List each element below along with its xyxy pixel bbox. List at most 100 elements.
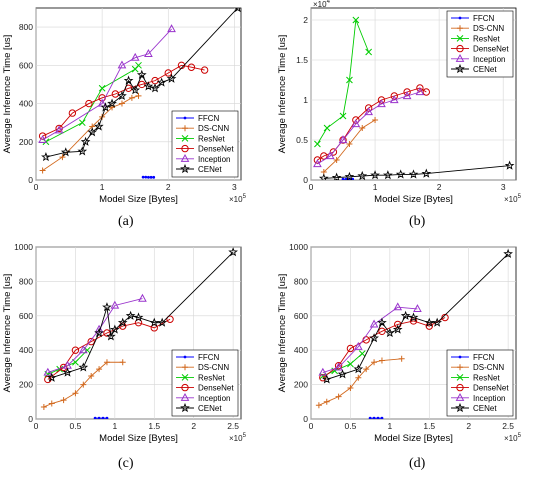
data-point-resnet	[347, 360, 354, 368]
y-tick-label: 1000	[289, 242, 308, 252]
y-tick-label: 400	[19, 345, 33, 355]
data-point-cenet	[166, 73, 177, 83]
data-point-resnet	[346, 76, 353, 84]
series-group-a	[38, 8, 241, 179]
x-tick-label: 0.5	[70, 421, 82, 431]
data-point-inception	[369, 319, 379, 328]
x-tick-label: 1	[387, 421, 392, 431]
legend-box	[446, 10, 514, 78]
data-point-inception	[338, 135, 348, 144]
y-multiplier-label: ×104	[313, 0, 331, 9]
data-point-densenet	[68, 109, 77, 117]
data-point-cenet	[318, 173, 329, 180]
data-point-cenet	[353, 364, 364, 374]
y-tick-label: 800	[294, 276, 308, 286]
legend-label-densenet: DenseNet	[473, 384, 509, 393]
data-point-densenet	[200, 66, 209, 74]
data-point-inception	[389, 95, 399, 104]
data-point-densenet	[422, 88, 431, 96]
data-point-cenet	[117, 90, 127, 101]
data-point-densenet	[390, 92, 398, 100]
x-tick-label: 1	[100, 182, 105, 192]
data-point-ds-cnn	[355, 374, 362, 381]
data-point-densenet	[87, 337, 95, 346]
legend-label-densenet: DenseNet	[198, 145, 234, 154]
data-point-densenet	[313, 156, 322, 164]
data-point-ds-cnn	[119, 359, 126, 366]
data-point-resnet	[323, 124, 331, 132]
data-point-inception	[393, 302, 403, 311]
chart-panel-a: 0 1 2 3 0 200 400 600 800 Model Size [Bytes] Avera…	[2, 7, 247, 205]
data-point-inception	[144, 49, 153, 57]
legend-marker-inception	[455, 392, 465, 401]
data-point-ffcn	[341, 177, 345, 180]
legend-label-ds-cnn: DS-CNN	[198, 363, 229, 372]
data-point-cenet	[331, 172, 342, 180]
legend-marker-inception	[180, 153, 190, 162]
legend-marker-inception	[180, 392, 190, 401]
legend-label-ffcn: FFCN	[473, 353, 495, 362]
y-tick-label: 400	[294, 345, 308, 355]
legend-box	[446, 349, 514, 417]
series-group-b	[313, 16, 515, 180]
data-point-cenet	[80, 136, 91, 146]
data-point-ffcn	[105, 416, 109, 419]
x-tick-label: 3	[501, 182, 506, 192]
data-point-ffcn	[149, 175, 153, 179]
y-axis-label: Average Inference Time [us]	[277, 35, 288, 154]
legend-marker-inception	[455, 53, 465, 62]
data-point-cenet	[504, 160, 515, 170]
data-point-cenet	[60, 147, 71, 157]
series-line-cenet	[323, 165, 510, 179]
data-point-ds-cnn	[40, 403, 47, 410]
data-point-ffcn	[141, 175, 145, 179]
x-tick-label: 2	[466, 421, 471, 431]
data-point-inception	[130, 52, 140, 61]
legend-label-inception: Inception	[198, 155, 230, 164]
y-tick-label: 600	[19, 60, 33, 70]
y-tick-label: 800	[19, 22, 33, 32]
data-point-densenet	[166, 315, 174, 323]
legend-box	[171, 349, 239, 417]
data-point-resnet	[78, 119, 86, 127]
legend-label-ffcn: FFCN	[198, 353, 220, 362]
legend-marker-resnet	[456, 35, 464, 42]
legend-marker-ffcn	[458, 355, 462, 359]
data-point-inception	[38, 135, 47, 143]
data-point-cenet	[143, 81, 154, 91]
data-point-densenet	[85, 99, 93, 108]
y-tick-label: 0	[303, 175, 308, 185]
x-axis-label: Model Size [Bytes]	[99, 433, 178, 444]
data-point-densenet	[320, 152, 328, 160]
legend-label-ffcn: FFCN	[198, 114, 220, 123]
legend-label-resnet: ResNet	[473, 373, 500, 382]
data-point-ffcn	[152, 175, 156, 179]
legend-label-cenet: CENet	[473, 65, 497, 74]
data-point-inception	[318, 367, 328, 376]
data-point-inception	[54, 125, 64, 134]
data-point-cenet	[87, 127, 98, 137]
y-tick-label: 1000	[14, 242, 33, 252]
legend-marker-ds-cnn	[182, 125, 188, 132]
data-point-ffcn	[97, 416, 101, 419]
x-multiplier-label: ×105	[504, 433, 522, 443]
x-tick-label: 2	[437, 182, 442, 192]
series-line-cenet	[326, 253, 509, 380]
y-tick-label: 200	[19, 137, 33, 147]
legend-label-cenet: CENet	[198, 404, 222, 413]
data-point-cenet	[94, 327, 104, 338]
data-point-cenet	[110, 324, 120, 334]
data-point-cenet	[100, 102, 111, 112]
panel-label-b: (b)	[409, 214, 426, 229]
legend-label-cenet: CENet	[198, 165, 222, 174]
data-point-ds-cnn	[372, 117, 379, 123]
data-point-resnet	[339, 112, 347, 120]
series-group-c	[40, 247, 238, 419]
series-line-inception	[47, 298, 143, 373]
data-point-cenet	[377, 317, 387, 327]
legend-marker-cenet	[180, 402, 190, 413]
data-point-ds-cnn	[135, 92, 142, 99]
data-point-resnet	[98, 84, 106, 92]
y-axis-label: Average Inference Time [us]	[2, 35, 13, 154]
